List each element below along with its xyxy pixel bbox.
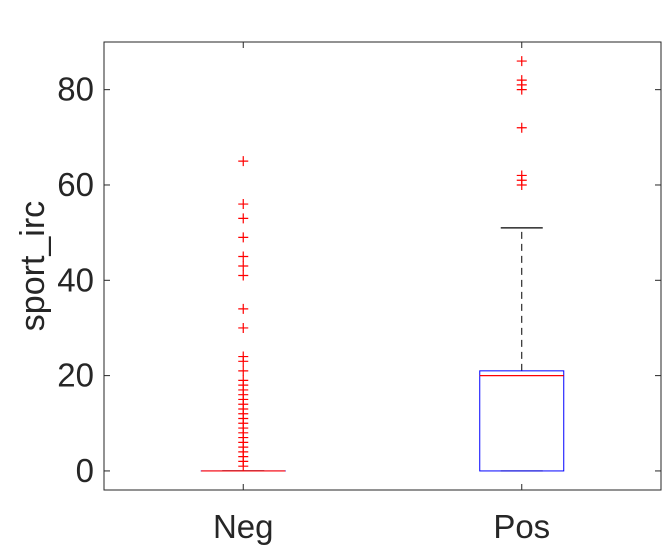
outlier-point bbox=[516, 122, 527, 133]
outlier-point bbox=[238, 351, 249, 362]
y-tick-label: 0 bbox=[76, 452, 94, 489]
outlier-point bbox=[238, 322, 249, 333]
axes-frame bbox=[103, 41, 662, 491]
axes: 0 20 40 60 80 Neg Pos bbox=[57, 41, 662, 545]
outlier-point bbox=[238, 199, 249, 210]
y-tick-label: 60 bbox=[57, 166, 94, 203]
x-tick-label: Neg bbox=[213, 508, 274, 545]
outlier-point bbox=[238, 232, 249, 243]
outlier-point bbox=[238, 303, 249, 314]
y-tick-label: 80 bbox=[57, 71, 94, 108]
y-tick-label: 40 bbox=[57, 261, 94, 298]
outlier-point bbox=[238, 156, 249, 167]
box-group-pos bbox=[479, 56, 565, 472]
outlier-point bbox=[238, 251, 249, 262]
outlier-point bbox=[238, 261, 249, 271]
outlier-point bbox=[516, 170, 527, 181]
outlier-point bbox=[516, 56, 527, 67]
iqr-box bbox=[479, 370, 565, 472]
y-tick-label: 20 bbox=[57, 357, 94, 394]
outlier-point bbox=[238, 375, 249, 386]
x-tick-label: Pos bbox=[493, 508, 550, 545]
plot-area bbox=[200, 56, 565, 472]
y-axis-label: sport_irc bbox=[14, 201, 52, 331]
outlier-point bbox=[238, 270, 249, 281]
outlier-point bbox=[516, 75, 527, 86]
outlier-point bbox=[238, 213, 249, 224]
outlier-point bbox=[238, 365, 249, 376]
box-group-neg bbox=[200, 156, 286, 472]
